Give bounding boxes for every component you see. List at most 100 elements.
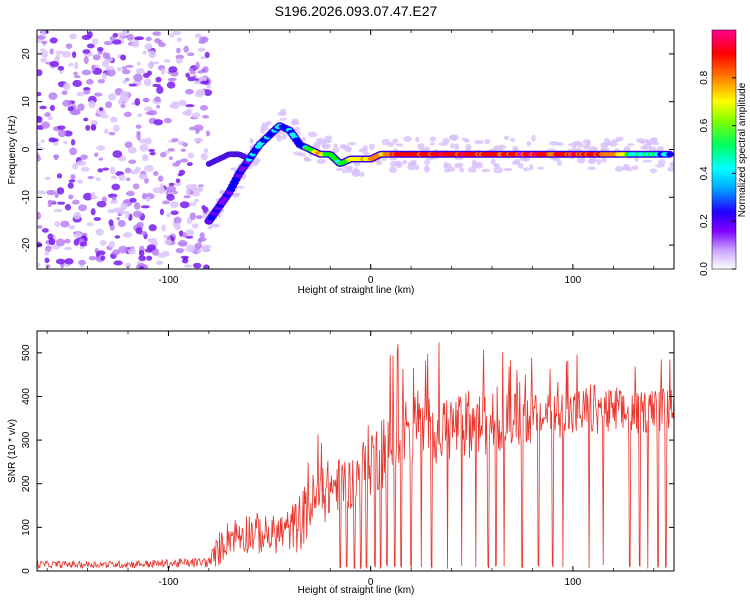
scatter-blob xyxy=(381,138,390,146)
noise-blob xyxy=(70,139,76,146)
noise-blob xyxy=(68,179,76,183)
noise-blob xyxy=(67,106,75,112)
scatter-blob xyxy=(344,146,352,153)
noise-blob xyxy=(138,249,145,257)
noise-blob xyxy=(200,153,208,161)
noise-blob xyxy=(144,106,153,112)
noise-blob xyxy=(173,216,182,224)
scatter-blob xyxy=(392,138,399,144)
scatter-blob xyxy=(219,189,224,194)
noise-blob xyxy=(37,154,41,162)
spectrogram-xtick-label: -100 xyxy=(158,275,178,286)
noise-blob xyxy=(40,30,46,37)
noise-blob xyxy=(44,176,51,181)
noise-blob xyxy=(70,174,76,180)
scatter-blob xyxy=(608,141,618,147)
snr-xtick-label: 0 xyxy=(368,577,374,588)
noise-blob xyxy=(195,89,206,96)
scatter-blob xyxy=(303,156,310,162)
noise-blob xyxy=(162,250,170,257)
noise-blob xyxy=(124,77,130,82)
scatter-blob xyxy=(556,160,562,167)
noise-blob xyxy=(123,111,132,118)
snr-series-line xyxy=(37,342,674,570)
noise-blob xyxy=(200,55,206,60)
noise-blob xyxy=(198,40,206,44)
scatter-blob xyxy=(623,146,631,152)
noise-blob xyxy=(197,237,203,244)
noise-blob xyxy=(82,49,91,54)
scatter-blob xyxy=(332,146,340,154)
noise-blob xyxy=(64,204,72,211)
noise-blob xyxy=(120,54,127,61)
noise-blob xyxy=(100,114,110,119)
noise-blob xyxy=(55,258,66,265)
noise-blob xyxy=(184,264,193,268)
noise-blob xyxy=(182,110,191,116)
snr-axes: -100 0 100 0 100 200 300 400 500 xyxy=(21,331,674,588)
scatter-blob xyxy=(353,167,359,174)
noise-blob xyxy=(108,209,115,213)
noise-blob xyxy=(116,217,121,221)
noise-blob xyxy=(136,132,141,141)
noise-blob xyxy=(136,61,141,66)
noise-blob xyxy=(189,70,196,75)
noise-blob xyxy=(53,140,59,146)
noise-blob xyxy=(178,230,184,237)
noise-blob xyxy=(182,232,188,238)
noise-blob xyxy=(97,168,104,173)
scatter-blob xyxy=(614,165,624,172)
scatter-blob xyxy=(589,156,597,163)
noise-blob xyxy=(156,104,161,109)
noise-blob xyxy=(183,195,191,199)
scatter-blob xyxy=(604,137,610,145)
scatter-blob xyxy=(493,166,503,174)
noise-blob xyxy=(82,192,93,201)
noise-blob xyxy=(202,66,209,73)
noise-blob xyxy=(120,103,126,108)
scatter-blob xyxy=(297,152,307,157)
noise-blob xyxy=(112,150,123,158)
scatter-blob xyxy=(395,143,404,147)
noise-blob xyxy=(37,91,42,97)
snr-ylabel: SNR (10 * v/v) xyxy=(7,419,18,483)
noise-blob xyxy=(192,201,197,207)
noise-blob xyxy=(144,137,152,145)
scatter-blob xyxy=(529,163,534,171)
scatter-blob xyxy=(421,148,427,152)
noise-blob xyxy=(101,196,107,203)
scatter-blob xyxy=(279,117,287,121)
noise-blob xyxy=(90,191,96,199)
noise-blob xyxy=(178,239,188,247)
noise-blob xyxy=(85,124,91,131)
scatter-blob xyxy=(601,156,607,163)
noise-blob xyxy=(37,211,42,220)
noise-blob xyxy=(193,80,203,85)
noise-blob xyxy=(78,259,86,266)
noise-blob xyxy=(77,179,84,184)
noise-blob xyxy=(135,124,142,129)
scatter-blob xyxy=(235,185,245,189)
scatter-blob xyxy=(640,146,648,150)
scatter-blob xyxy=(461,137,469,141)
noise-blob xyxy=(117,98,123,106)
noise-blob xyxy=(76,91,86,97)
noise-blob xyxy=(194,33,202,39)
noise-blob xyxy=(149,151,156,156)
scatter-blob xyxy=(389,160,398,167)
noise-blob xyxy=(156,260,163,265)
noise-blob xyxy=(175,178,181,183)
noise-blob xyxy=(40,139,45,143)
scatter-blob xyxy=(450,142,455,149)
noise-blob xyxy=(112,124,120,132)
noise-blob xyxy=(72,163,79,170)
noise-blob xyxy=(137,36,145,41)
scatter-blob xyxy=(389,157,398,161)
noise-blob xyxy=(98,107,104,112)
noise-blob xyxy=(185,104,195,108)
snr-ytick-label: 0 xyxy=(21,568,32,574)
noise-blob xyxy=(189,212,196,221)
noise-blob xyxy=(118,245,128,254)
scatter-blob xyxy=(454,143,460,151)
